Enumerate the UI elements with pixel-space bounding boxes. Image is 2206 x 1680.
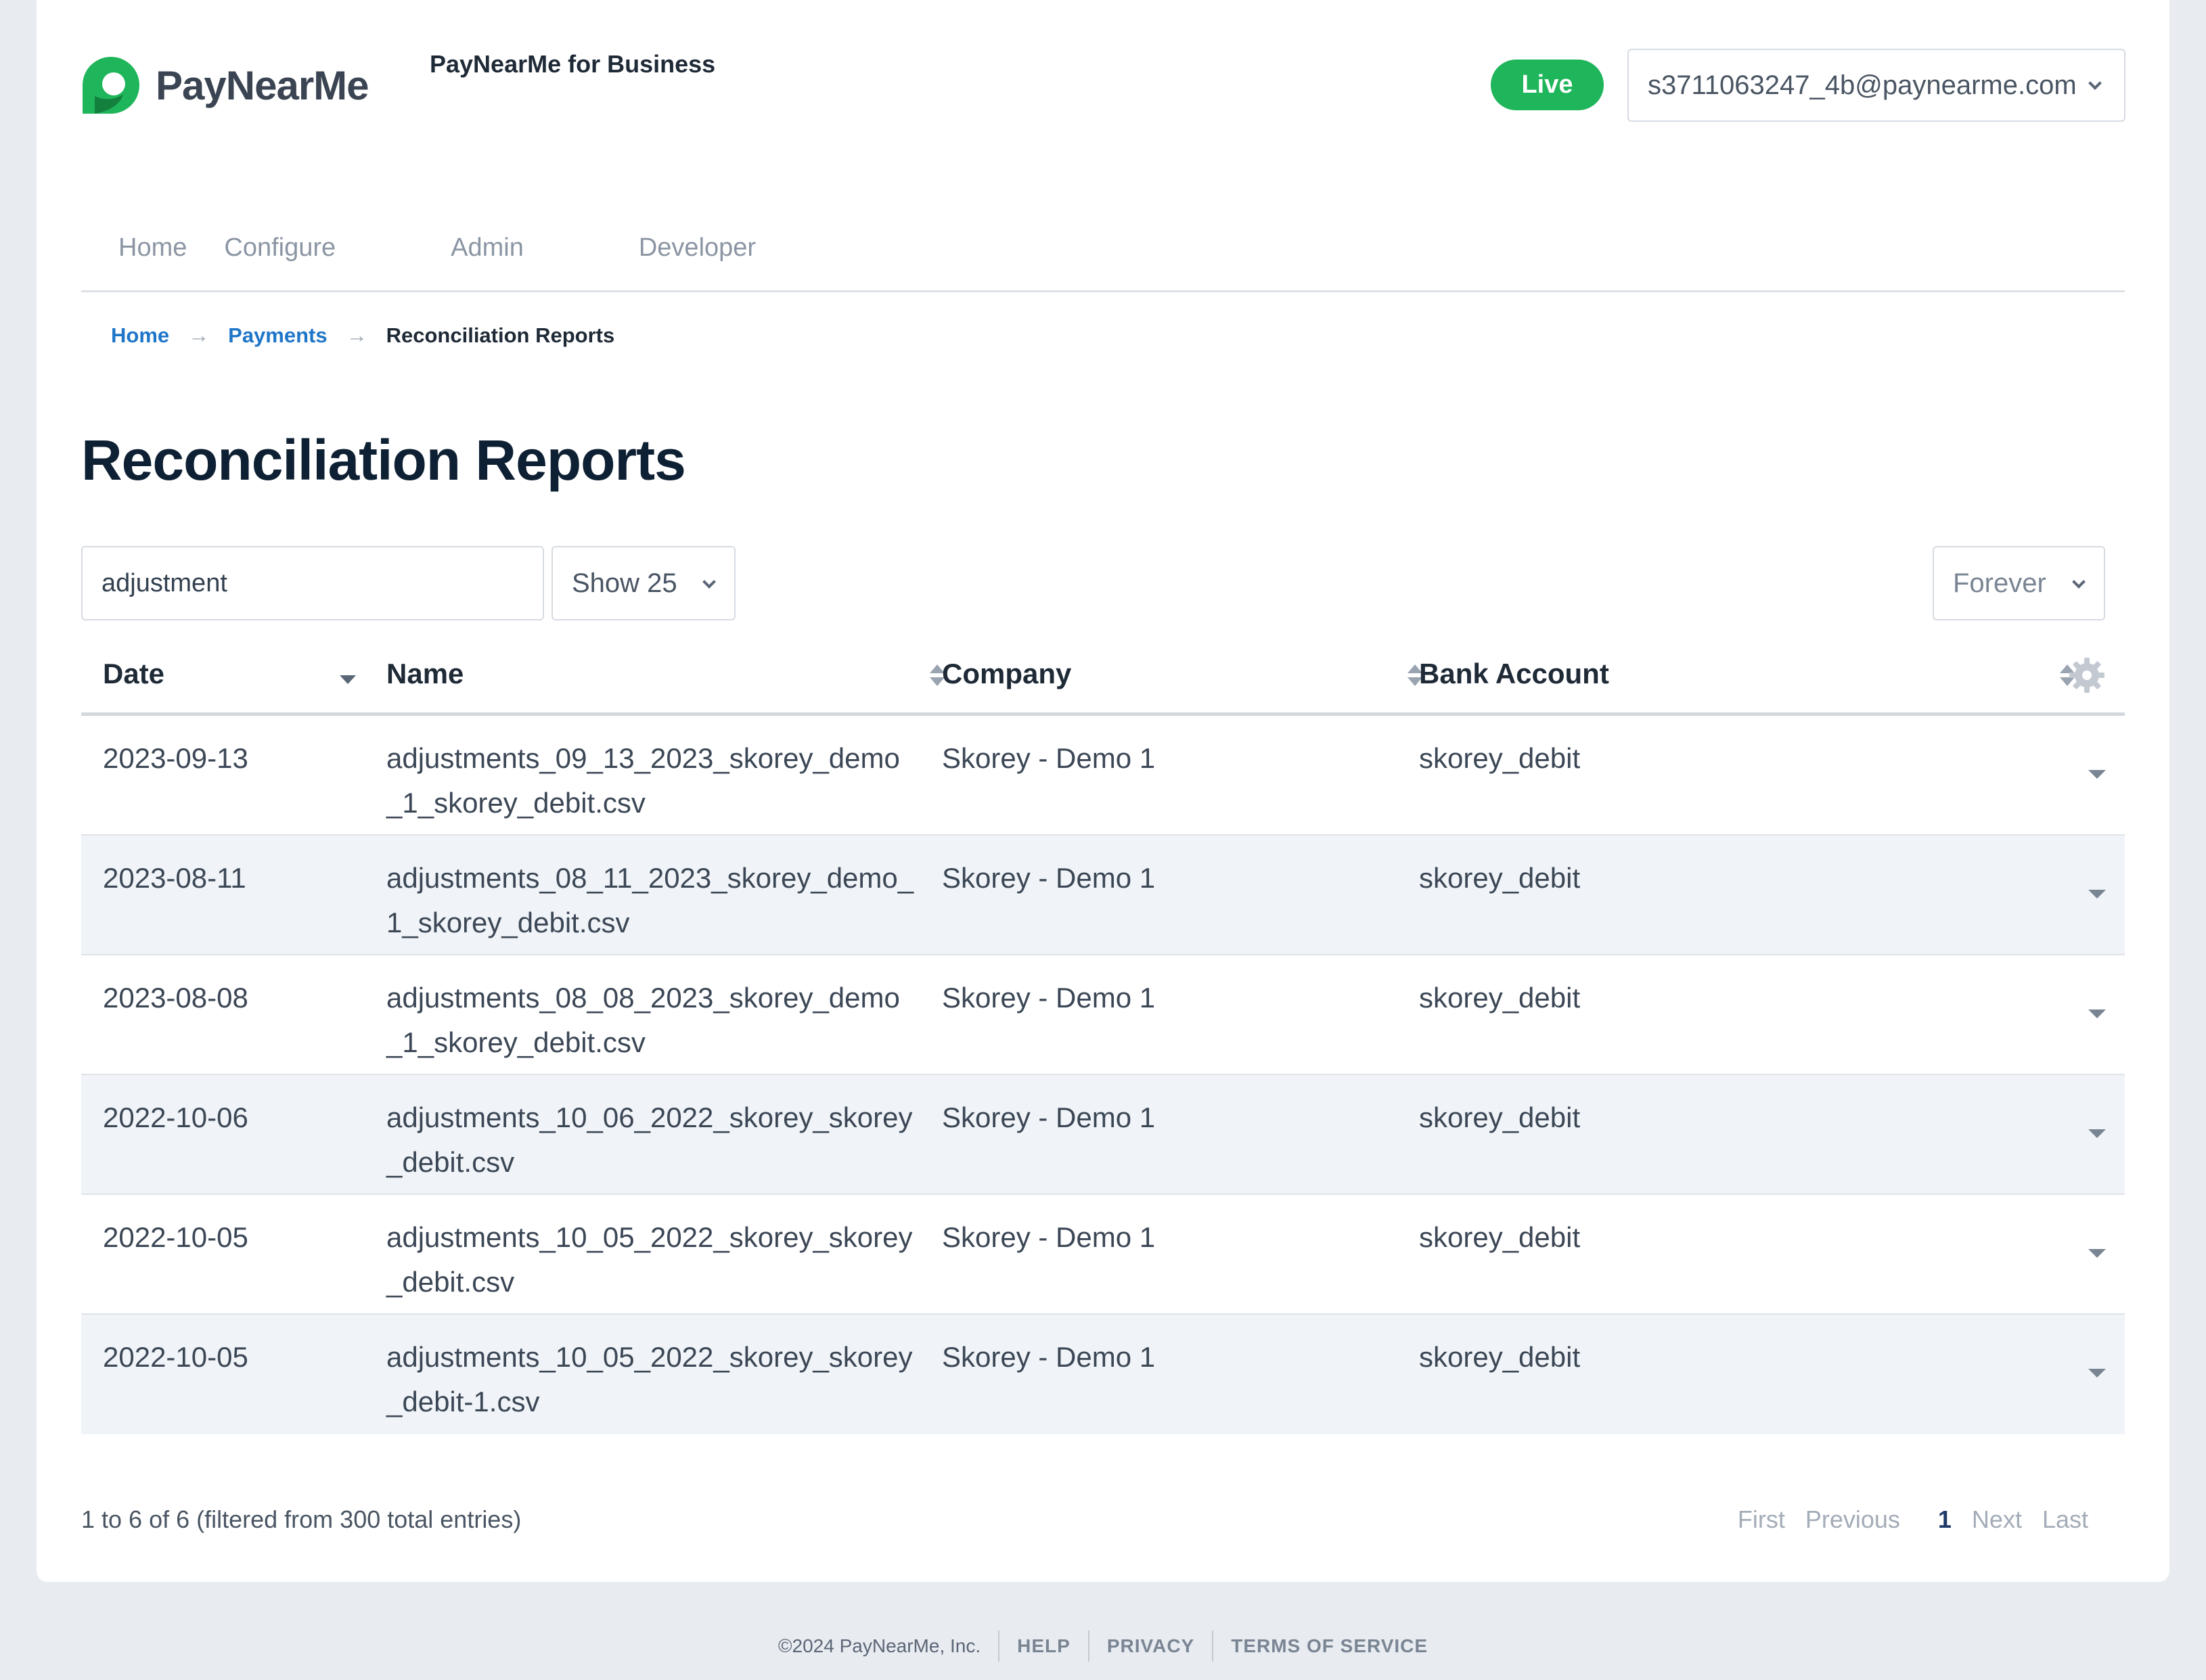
pagination-next[interactable]: Next <box>1971 1505 2022 1533</box>
breadcrumb-separator: → <box>188 323 210 347</box>
table-row[interactable]: 2023-08-08 adjustments_08_08_2023_skorey… <box>81 955 2125 1075</box>
environment-badge[interactable]: Live <box>1491 60 1604 110</box>
chevron-down-icon <box>2088 76 2102 90</box>
table-header: Date Name Company Bank Account <box>81 636 2125 716</box>
site-footer: ©2024 PayNearMe, Inc. HELP PRIVACY TERMS… <box>0 1631 2206 1662</box>
nav-admin[interactable]: Admin <box>451 233 524 262</box>
column-header-company[interactable]: Company <box>942 658 1072 689</box>
cell-name[interactable]: adjustments_10_05_2022_skorey_skorey_deb… <box>386 1341 913 1417</box>
expand-caret-icon[interactable] <box>2088 1249 2106 1258</box>
breadcrumb: Home → Payments → Reconciliation Reports <box>111 323 614 348</box>
nav-home[interactable]: Home <box>118 233 187 262</box>
pagination-first[interactable]: First <box>1737 1505 1785 1533</box>
cell-company: Skorey - Demo 1 <box>942 982 1156 1014</box>
table-row[interactable]: 2023-08-11 adjustments_08_11_2023_skorey… <box>81 836 2125 955</box>
sort-icon[interactable] <box>2058 664 2075 687</box>
entries-info: 1 to 6 of 6 (filtered from 300 total ent… <box>81 1505 522 1533</box>
table-row[interactable]: 2022-10-05 adjustments_10_05_2022_skorey… <box>81 1315 2125 1434</box>
column-header-bank-account[interactable]: Bank Account <box>1419 658 1609 689</box>
pagination-page-current[interactable]: 1 <box>1937 1505 1952 1533</box>
sort-icon[interactable] <box>1406 664 1422 687</box>
cell-bank-account: skorey_debit <box>1419 862 1581 894</box>
cell-company: Skorey - Demo 1 <box>942 1102 1156 1133</box>
cell-date: 2022-10-05 <box>103 1221 248 1253</box>
table-row[interactable]: 2023-09-13 adjustments_09_13_2023_skorey… <box>81 716 2125 836</box>
footer-help-link[interactable]: HELP <box>1017 1635 1071 1656</box>
cell-company: Skorey - Demo 1 <box>942 742 1156 774</box>
main-nav: Home Configure Admin Developer <box>81 233 834 263</box>
cell-date: 2023-08-11 <box>103 862 246 894</box>
breadcrumb-payments[interactable]: Payments <box>228 323 328 347</box>
chevron-down-icon <box>2072 575 2086 589</box>
cell-date: 2022-10-05 <box>103 1341 248 1373</box>
breadcrumb-current: Reconciliation Reports <box>386 323 615 347</box>
page-size-value: Show 25 <box>572 568 677 598</box>
cell-date: 2022-10-06 <box>103 1102 248 1133</box>
account-dropdown[interactable]: s3711063247_4b@paynearme.com <box>1627 49 2125 122</box>
footer-divider <box>1212 1631 1214 1662</box>
date-range-value: Forever <box>1953 568 2046 598</box>
expand-caret-icon[interactable] <box>2088 1129 2106 1138</box>
page-size-select[interactable]: Show 25 <box>552 546 736 620</box>
cell-date: 2023-09-13 <box>103 742 248 774</box>
nav-divider <box>81 290 2125 292</box>
cell-name[interactable]: adjustments_09_13_2023_skorey_demo_1_sko… <box>386 742 900 819</box>
column-header-date[interactable]: Date <box>103 658 165 689</box>
cell-company: Skorey - Demo 1 <box>942 862 1156 894</box>
cell-bank-account: skorey_debit <box>1419 1102 1581 1133</box>
logo-text: PayNearMe <box>156 62 369 108</box>
reports-table: Date Name Company Bank Account <box>81 636 2125 1434</box>
main-card: PayNearMe PayNearMe for Business Live s3… <box>37 0 2169 1582</box>
copyright: ©2024 PayNearMe, Inc. <box>778 1635 981 1656</box>
sort-desc-icon[interactable] <box>340 675 356 684</box>
footer-terms-link[interactable]: TERMS OF SERVICE <box>1231 1635 1428 1656</box>
cell-bank-account: skorey_debit <box>1419 1341 1581 1373</box>
date-range-select[interactable]: Forever <box>1933 546 2105 620</box>
paynearme-logo-icon <box>83 57 139 114</box>
cell-name[interactable]: adjustments_08_11_2023_skorey_demo_1_sko… <box>386 862 914 938</box>
pagination: First Previous 1 Next Last <box>1717 1505 2088 1534</box>
cell-bank-account: skorey_debit <box>1419 982 1581 1014</box>
account-email: s3711063247_4b@paynearme.com <box>1648 70 2077 100</box>
pagination-previous[interactable]: Previous <box>1805 1505 1900 1533</box>
cell-date: 2023-08-08 <box>103 982 248 1014</box>
footer-divider <box>1087 1631 1089 1662</box>
cell-bank-account: skorey_debit <box>1419 742 1581 774</box>
expand-caret-icon[interactable] <box>2088 1009 2106 1018</box>
pagination-last[interactable]: Last <box>2042 1505 2088 1533</box>
search-input[interactable]: adjustment <box>81 546 544 620</box>
brand-subtitle: PayNearMe for Business <box>430 50 716 78</box>
breadcrumb-separator: → <box>346 323 367 347</box>
page-title: Reconciliation Reports <box>81 428 686 492</box>
cell-name[interactable]: adjustments_10_05_2022_skorey_skorey_deb… <box>386 1221 913 1298</box>
cell-bank-account: skorey_debit <box>1419 1221 1581 1253</box>
gear-icon[interactable] <box>2068 656 2106 694</box>
paynearme-logo[interactable]: PayNearMe <box>81 55 369 115</box>
column-header-name[interactable]: Name <box>386 658 464 689</box>
sort-icon[interactable] <box>928 664 945 687</box>
nav-configure[interactable]: Configure <box>224 233 336 262</box>
cell-name[interactable]: adjustments_08_08_2023_skorey_demo_1_sko… <box>386 982 900 1058</box>
nav-developer[interactable]: Developer <box>638 233 757 262</box>
table-row[interactable]: 2022-10-06 adjustments_10_06_2022_skorey… <box>81 1075 2125 1195</box>
chevron-down-icon <box>702 575 716 589</box>
search-value: adjustment <box>102 568 227 597</box>
breadcrumb-home[interactable]: Home <box>111 323 170 347</box>
table-row[interactable]: 2022-10-05 adjustments_10_05_2022_skorey… <box>81 1195 2125 1315</box>
expand-caret-icon[interactable] <box>2088 770 2106 779</box>
footer-divider <box>998 1631 1000 1662</box>
cell-name[interactable]: adjustments_10_06_2022_skorey_skorey_deb… <box>386 1102 913 1178</box>
footer-privacy-link[interactable]: PRIVACY <box>1106 1635 1195 1656</box>
cell-company: Skorey - Demo 1 <box>942 1221 1156 1253</box>
expand-caret-icon[interactable] <box>2088 1369 2106 1378</box>
cell-company: Skorey - Demo 1 <box>942 1341 1156 1373</box>
expand-caret-icon[interactable] <box>2088 890 2106 899</box>
